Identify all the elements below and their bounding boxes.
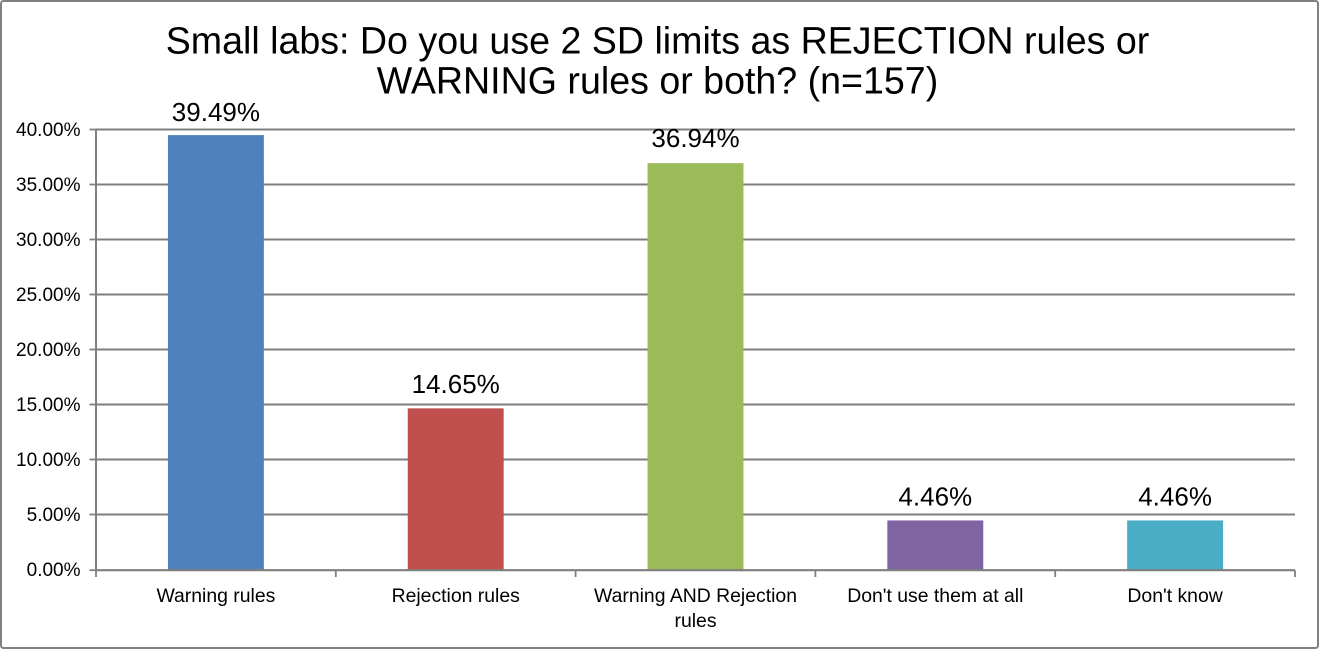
svg-text:35.00%: 35.00% xyxy=(16,175,81,196)
svg-text:Don't use them at all: Don't use them at all xyxy=(847,585,1023,607)
svg-text:15.00%: 15.00% xyxy=(16,395,81,416)
svg-text:30.00%: 30.00% xyxy=(16,230,81,251)
svg-text:14.65%: 14.65% xyxy=(412,369,500,399)
svg-text:rules: rules xyxy=(674,610,716,632)
svg-text:10.00%: 10.00% xyxy=(16,450,81,471)
svg-text:40.00%: 40.00% xyxy=(16,120,81,141)
svg-text:36.94%: 36.94% xyxy=(651,123,739,153)
svg-text:39.49%: 39.49% xyxy=(172,97,260,127)
svg-text:5.00%: 5.00% xyxy=(27,505,81,526)
svg-text:4.46%: 4.46% xyxy=(898,481,972,511)
svg-text:Don't know: Don't know xyxy=(1127,585,1223,607)
svg-text:Warning AND Rejection: Warning AND Rejection xyxy=(594,585,797,607)
svg-text:25.00%: 25.00% xyxy=(16,285,81,306)
svg-text:WARNING rules or both? (n=157): WARNING rules or both? (n=157) xyxy=(377,60,938,102)
svg-text:4.46%: 4.46% xyxy=(1138,481,1212,511)
svg-text:0.00%: 0.00% xyxy=(27,560,81,581)
svg-text:Rejection rules: Rejection rules xyxy=(392,585,520,607)
svg-text:20.00%: 20.00% xyxy=(16,340,81,361)
svg-text:Warning rules: Warning rules xyxy=(156,585,275,607)
svg-text:Small labs: Do you use 2 SD li: Small labs: Do you use 2 SD limits as RE… xyxy=(166,20,1150,62)
